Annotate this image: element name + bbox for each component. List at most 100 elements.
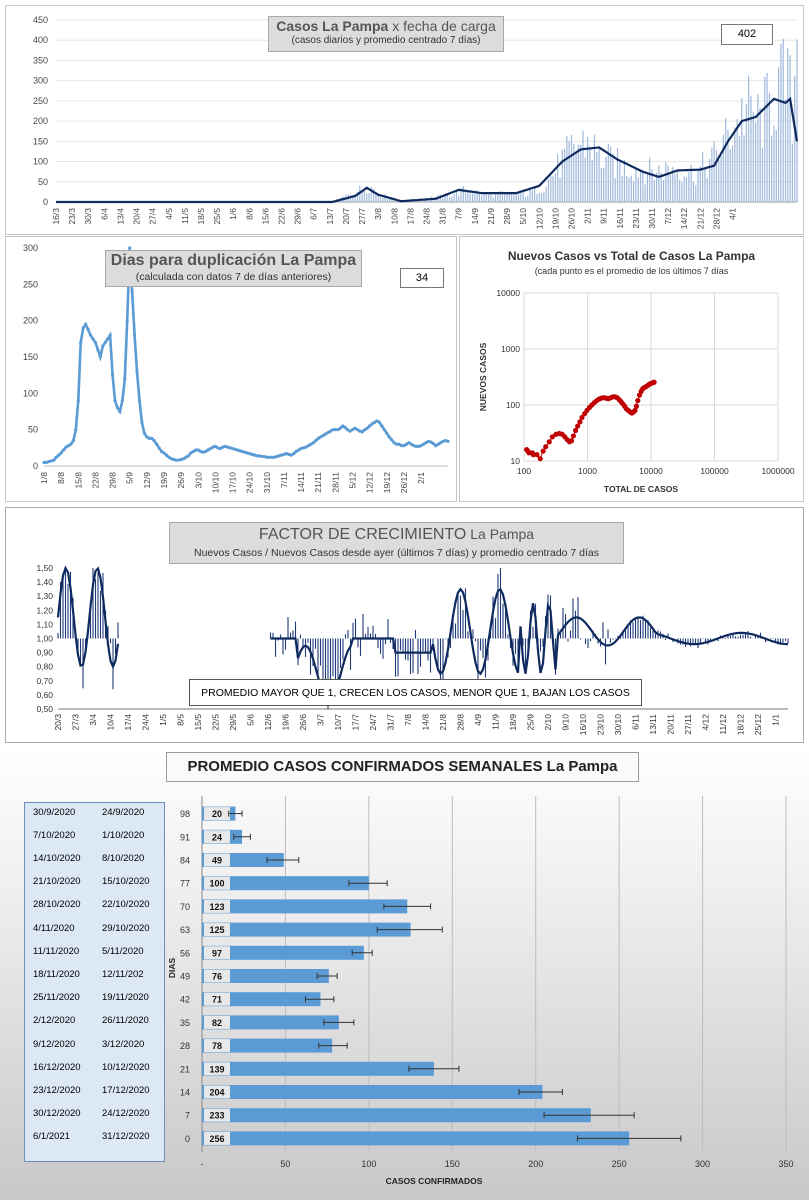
doubling-days-point <box>412 444 416 448</box>
weekly-value-label: 24 <box>212 832 222 842</box>
doubling-days-point <box>417 444 421 448</box>
x-tick-label: 50 <box>280 1159 290 1169</box>
x-tick-label: 8/6 <box>244 208 254 220</box>
y-tick-label: 450 <box>33 15 48 25</box>
date-start: 24/12/2020 <box>102 1108 150 1120</box>
x-tick-label: 100000 <box>700 466 729 476</box>
x-tick-label: 1000 <box>578 466 597 476</box>
weekly-bar <box>202 876 369 891</box>
weekly-value-label: 256 <box>209 1134 224 1144</box>
x-tick-label: 25/5 <box>212 208 222 225</box>
daily-cases-title-bold: Casos La Pampa <box>276 18 389 34</box>
weekly-bar <box>202 1038 333 1053</box>
doubling-days-point <box>206 448 210 452</box>
doubling-days-point <box>155 442 159 446</box>
doubling-days-point <box>167 455 171 459</box>
x-tick-label: 29/5 <box>228 714 238 731</box>
doubling-days-point <box>218 446 222 451</box>
days-label: 98 <box>180 809 190 819</box>
doubling-days-point <box>196 448 200 452</box>
days-label: 35 <box>180 1018 190 1028</box>
doubling-days-point <box>201 450 205 454</box>
weekly-value-label: 49 <box>212 856 222 866</box>
daily-cases-title-box: Casos La Pampa x fecha de carga (casos d… <box>268 16 504 52</box>
doubling-days-value-box: 34 <box>400 268 444 288</box>
x-tick-label: 18/5 <box>196 208 206 225</box>
y-tick-label: 1,00 <box>36 634 53 644</box>
value-label-bg <box>204 969 230 983</box>
value-label-bg <box>204 830 230 844</box>
x-tick-label: 19/9 <box>159 472 169 489</box>
x-tick-label: 250 <box>612 1159 627 1169</box>
x-tick-label: 100 <box>517 466 531 476</box>
date-start: 12/11/202 <box>102 969 144 980</box>
x-tick-label: 17/8 <box>405 208 415 225</box>
weekly-value-label: 233 <box>209 1111 224 1121</box>
doubling-days-point <box>157 446 161 450</box>
doubling-days-point <box>331 428 335 432</box>
scatter-point <box>579 414 585 421</box>
doubling-days-point <box>372 420 377 424</box>
x-tick-label: 17/4 <box>123 714 133 731</box>
x-tick-label: 12/9 <box>142 472 152 489</box>
doubling-days-point <box>443 438 448 443</box>
new-vs-total-title: Nuevos Casos vs Total de Casos La Pampa <box>507 249 756 263</box>
doubling-days-point <box>419 444 423 448</box>
doubling-days-point <box>390 438 394 442</box>
doubling-days-point <box>370 422 374 426</box>
value-label-bg <box>204 899 230 913</box>
doubling-days-point <box>86 327 90 331</box>
weekly-bar <box>202 1108 591 1123</box>
doubling-days-title: Dias para duplicación La Pampa <box>110 252 357 269</box>
doubling-days-point <box>177 458 181 462</box>
value-label-bg <box>204 853 230 867</box>
doubling-days-point <box>279 453 284 457</box>
x-tick-label: 15/8 <box>73 472 83 489</box>
x-tick-label: 10/4 <box>106 714 116 731</box>
scatter-point <box>575 423 581 429</box>
x-tick-label: 20/3 <box>53 714 63 731</box>
doubling-days-point <box>394 442 399 446</box>
x-tick-label: 28/8 <box>456 714 466 731</box>
y-tick-label: 150 <box>23 352 38 362</box>
scatter-point <box>573 427 579 434</box>
x-tick-label: 10/10 <box>210 472 220 494</box>
x-tick-label: 7/11 <box>279 472 289 488</box>
x-tick-label: 7/9 <box>454 208 464 220</box>
x-tick-label: 100 <box>361 1159 376 1169</box>
scatter-point <box>651 379 657 385</box>
days-label: 42 <box>180 995 190 1005</box>
doubling-days-point <box>137 399 142 403</box>
x-tick-label: 30/11 <box>647 208 657 229</box>
doubling-days-point <box>130 290 134 294</box>
doubling-days-point <box>194 448 198 452</box>
growth-factor-chart-panel: 0,50 0,60 0,70 0,80 0,90 1,00 1,10 1,20 1,30 1,40… <box>5 507 804 743</box>
x-tick-label: 6/7 <box>309 208 319 220</box>
doubling-days-point <box>147 436 151 440</box>
growth-factor-title-box: FACTOR DE CRECIMIENTO La Pampa Nuevos Ca… <box>169 522 624 564</box>
doubling-days-point <box>265 455 269 459</box>
doubling-days-point <box>309 442 313 446</box>
date-end: 18/11/2020 <box>33 969 80 980</box>
doubling-days-point <box>314 438 318 443</box>
x-tick-label: 5/12 <box>348 472 358 489</box>
y-tick-label: 10 <box>511 456 521 466</box>
doubling-days-point <box>98 355 102 359</box>
doubling-days-point <box>353 426 357 430</box>
doubling-days-point <box>186 454 191 458</box>
x-tick-label: 18/12 <box>736 714 746 736</box>
doubling-days-point <box>404 442 408 446</box>
doubling-days-point <box>387 435 391 439</box>
doubling-days-point <box>184 455 188 459</box>
doubling-days-point <box>123 377 127 381</box>
date-end: 30/9/2020 <box>33 806 76 818</box>
doubling-days-point <box>248 452 252 456</box>
doubling-days-point <box>304 445 308 449</box>
x-tick-label: 29/8 <box>108 472 118 489</box>
x-tick-label: 3/4 <box>88 714 98 726</box>
date-end: 30/12/2020 <box>33 1108 81 1120</box>
doubling-days-point <box>380 424 384 428</box>
doubling-days-point <box>348 429 352 433</box>
doubling-days-point <box>113 399 117 403</box>
x-tick-label: 28/9 <box>502 208 512 225</box>
